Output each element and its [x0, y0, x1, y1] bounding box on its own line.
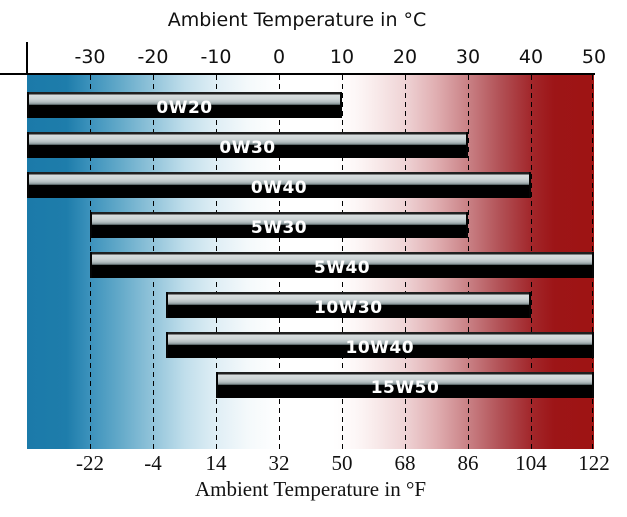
bar-10w30: 10W30 [165, 292, 531, 318]
bar-label: 0W40 [250, 178, 308, 198]
bar-5w30: 5W30 [90, 212, 468, 238]
fahrenheit-tick: 14 [205, 451, 227, 475]
fahrenheit-tick: 32 [268, 451, 290, 475]
bar-label: 0W30 [219, 138, 276, 158]
bar-label: 15W50 [370, 378, 440, 398]
fahrenheit-tick: 104 [515, 451, 547, 475]
fahrenheit-tick: 50 [331, 451, 353, 475]
celsius-axis-line [0, 73, 595, 75]
fahrenheit-tick: 86 [457, 451, 479, 475]
celsius-tick: 40 [518, 46, 544, 68]
bar-10w40: 10W40 [165, 332, 594, 358]
fahrenheit-tick: 68 [394, 451, 416, 475]
bar-0w40: 0W40 [27, 172, 531, 198]
fahrenheit-tick: 122 [578, 451, 610, 475]
celsius-tick: -20 [137, 46, 169, 68]
celsius-tick: 50 [581, 46, 607, 68]
fahrenheit-axis-title: Ambient Temperature in °F [194, 477, 427, 501]
bar-label: 0W20 [156, 98, 213, 118]
bar-label: 10W40 [345, 338, 415, 358]
celsius-tick: 30 [455, 46, 481, 68]
plot-area-temperature-gradient: 0W20 0W30 0W40 5W30 5W40 10W30 10W40 15W… [27, 75, 594, 449]
bar-0w30: 0W30 [27, 132, 468, 158]
bar-label: 5W40 [313, 258, 371, 278]
bar-15w50: 15W50 [216, 372, 594, 398]
bar-5w40: 5W40 [90, 252, 594, 278]
fahrenheit-tick: -22 [76, 451, 104, 475]
celsius-tick: 0 [272, 46, 286, 68]
celsius-axis-title: Ambient Temperature in °C [167, 9, 427, 31]
celsius-tick: 10 [329, 46, 355, 68]
fahrenheit-tick: -4 [144, 451, 162, 475]
celsius-tick: -30 [74, 46, 106, 68]
celsius-tick: 20 [392, 46, 418, 68]
celsius-tick: -10 [200, 46, 232, 68]
bar-0w20: 0W20 [27, 92, 342, 118]
bar-label: 5W30 [250, 218, 308, 238]
bar-label: 10W30 [314, 298, 383, 318]
axis-left-spine [26, 42, 28, 73]
